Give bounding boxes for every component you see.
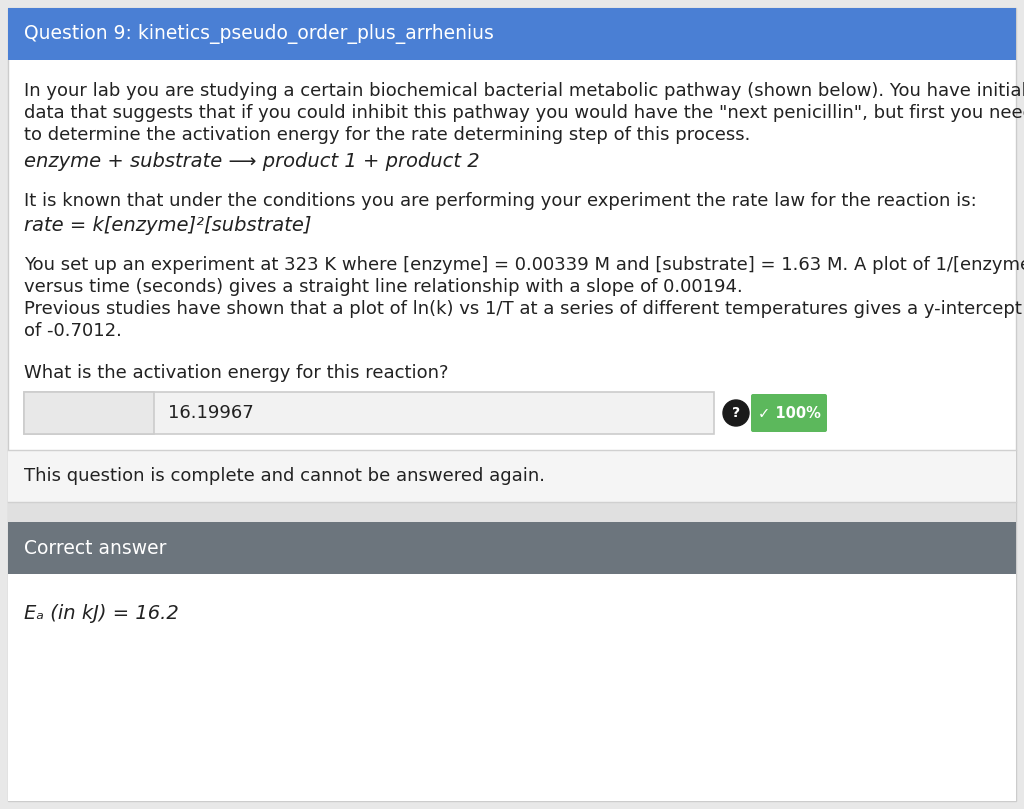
Bar bbox=[8, 574, 1016, 801]
Bar bbox=[8, 502, 1016, 522]
Text: Previous studies have shown that a plot of ln(k) vs 1/T at a series of different: Previous studies have shown that a plot … bbox=[24, 300, 1022, 318]
Text: It is known that under the conditions you are performing your experiment the rat: It is known that under the conditions yo… bbox=[24, 192, 977, 210]
Bar bbox=[24, 392, 154, 434]
Text: ?: ? bbox=[732, 406, 740, 420]
Bar bbox=[8, 522, 1016, 574]
FancyBboxPatch shape bbox=[751, 394, 827, 432]
Text: Question 9: kinetics_pseudo_order_plus_arrhenius: Question 9: kinetics_pseudo_order_plus_a… bbox=[24, 24, 494, 44]
Text: 16.19967: 16.19967 bbox=[168, 404, 254, 422]
Text: of -0.7012.: of -0.7012. bbox=[24, 322, 122, 340]
Text: Correct answer: Correct answer bbox=[24, 539, 167, 557]
Text: ✓ 100%: ✓ 100% bbox=[758, 405, 820, 421]
Text: data that suggests that if you could inhibit this pathway you would have the "ne: data that suggests that if you could inh… bbox=[24, 104, 1024, 122]
Text: You set up an experiment at 323 K where [enzyme] = 0.00339 M and [substrate] = 1: You set up an experiment at 323 K where … bbox=[24, 256, 1024, 274]
Text: In your lab you are studying a certain biochemical bacterial metabolic pathway (: In your lab you are studying a certain b… bbox=[24, 82, 1024, 100]
Text: Eₐ (in kJ) = 16.2: Eₐ (in kJ) = 16.2 bbox=[24, 604, 179, 623]
Text: enzyme + substrate ⟶ product 1 + product 2: enzyme + substrate ⟶ product 1 + product… bbox=[24, 152, 479, 171]
Text: to determine the activation energy for the rate determining step of this process: to determine the activation energy for t… bbox=[24, 126, 751, 144]
Text: What is the activation energy for this reaction?: What is the activation energy for this r… bbox=[24, 364, 449, 382]
Circle shape bbox=[723, 400, 749, 426]
Text: versus time (seconds) gives a straight line relationship with a slope of 0.00194: versus time (seconds) gives a straight l… bbox=[24, 278, 742, 296]
Text: This question is complete and cannot be answered again.: This question is complete and cannot be … bbox=[24, 467, 545, 485]
Bar bbox=[8, 8, 1016, 60]
Bar bbox=[8, 450, 1016, 502]
Text: Eₐ (in kJ) =: Eₐ (in kJ) = bbox=[41, 404, 137, 422]
Text: rate = k[enzyme]²[substrate]: rate = k[enzyme]²[substrate] bbox=[24, 216, 311, 235]
Bar bbox=[24, 392, 714, 434]
